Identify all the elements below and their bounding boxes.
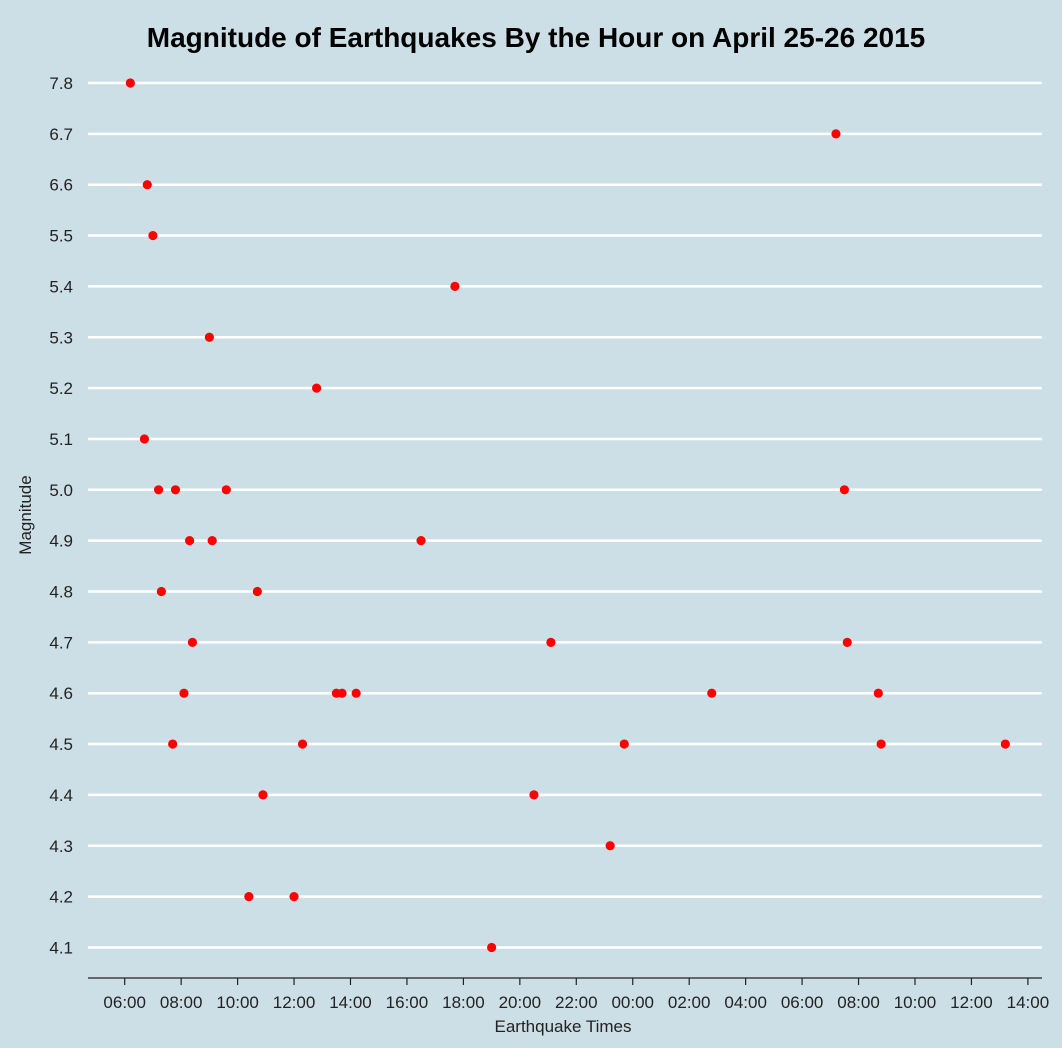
y-tick-label: 4.3 [49, 837, 73, 856]
y-tick-label: 4.2 [49, 888, 73, 907]
x-tick-label: 04:00 [724, 993, 767, 1012]
data-point [185, 536, 195, 546]
data-point [839, 485, 850, 495]
data-point [258, 790, 268, 800]
data-point [831, 129, 841, 139]
y-tick-label: 6.7 [49, 125, 73, 144]
y-axis-label: Magnitude [16, 475, 35, 554]
grid-lines [88, 81, 1042, 949]
y-tick-label: 4.7 [49, 633, 73, 652]
y-tick-label: 6.6 [49, 176, 73, 195]
data-point [156, 586, 166, 597]
x-axis-tick-labels: 06:00 08:00 10:00 12:00 14:00 16:00 18:00 20:00… [103, 993, 1049, 1012]
data-point [297, 739, 308, 749]
x-tick-label: 18:00 [442, 993, 485, 1012]
y-tick-label: 4.6 [49, 684, 73, 703]
data-point [204, 332, 214, 342]
x-tick-label: 10:00 [216, 993, 259, 1012]
data-point [546, 637, 556, 647]
data-point [416, 536, 426, 546]
x-tick-label: 08:00 [837, 993, 880, 1012]
data-point [450, 281, 460, 291]
y-tick-label: 4.5 [49, 735, 73, 754]
x-tick-label: 00:00 [611, 993, 654, 1012]
data-point [244, 892, 254, 902]
data-point [221, 485, 231, 495]
x-tick-label: 06:00 [781, 993, 824, 1012]
data-point [125, 78, 135, 88]
y-axis-tick-labels: 4.1 4.2 4.3 4.4 4.5 4.6 4.7 4.8 4.9 5.0 5.1 5.2 5.3 5… [49, 74, 73, 957]
x-tick-label: 08:00 [160, 993, 203, 1012]
chart-title: Magnitude of Earthquakes By the Hour on … [147, 22, 925, 53]
x-tick-label: 02:00 [668, 993, 711, 1012]
data-point [252, 586, 262, 597]
data-point [873, 688, 883, 698]
x-tick-label: 14:00 [329, 993, 372, 1012]
y-tick-label: 4.1 [49, 938, 73, 957]
data-point [876, 739, 886, 749]
y-tick-label: 5.0 [49, 481, 73, 500]
data-point [312, 383, 322, 393]
data-point [187, 637, 198, 647]
data-point [207, 536, 217, 546]
data-point [142, 180, 152, 190]
data-point [148, 230, 158, 241]
data-point [139, 434, 150, 444]
y-tick-label: 5.5 [49, 227, 73, 246]
x-tick-label: 20:00 [499, 993, 542, 1012]
data-point [842, 637, 852, 647]
y-tick-label: 4.4 [49, 786, 73, 805]
data-point [337, 688, 347, 698]
data-point [619, 739, 629, 749]
x-tick-label: 22:00 [555, 993, 598, 1012]
y-tick-label: 5.1 [49, 430, 73, 449]
x-tick-label: 12:00 [273, 993, 316, 1012]
x-axis-label: Earthquake Times [494, 1017, 631, 1036]
x-axis-ticks [124, 978, 1029, 985]
y-tick-label: 5.3 [49, 328, 73, 347]
y-tick-label: 4.8 [49, 583, 73, 602]
data-point [707, 688, 717, 698]
data-points [125, 78, 1010, 953]
x-tick-label: 06:00 [103, 993, 146, 1012]
data-point [289, 892, 299, 902]
x-tick-label: 14:00 [1007, 993, 1050, 1012]
data-point [170, 485, 181, 495]
y-tick-label: 4.9 [49, 532, 73, 551]
data-point [168, 739, 178, 749]
y-tick-label: 5.4 [49, 277, 73, 296]
x-tick-label: 16:00 [386, 993, 429, 1012]
x-tick-label: 12:00 [950, 993, 993, 1012]
data-point [351, 688, 361, 698]
data-point [529, 790, 539, 800]
data-point [1000, 739, 1010, 749]
y-tick-label: 7.8 [49, 74, 73, 93]
y-tick-label: 5.2 [49, 379, 73, 398]
data-point [153, 485, 164, 495]
x-tick-label: 10:00 [894, 993, 937, 1012]
data-point [487, 942, 497, 953]
data-point [605, 841, 615, 851]
data-point [179, 688, 189, 698]
